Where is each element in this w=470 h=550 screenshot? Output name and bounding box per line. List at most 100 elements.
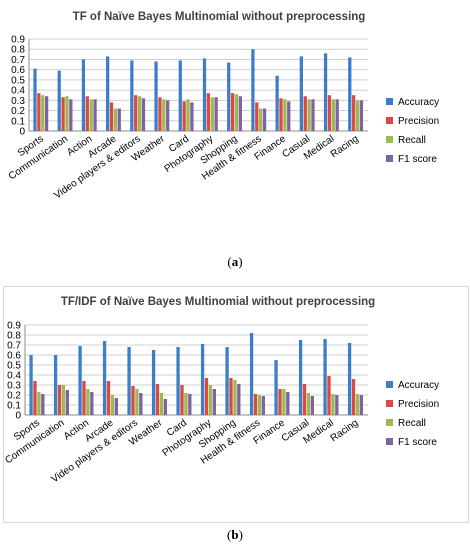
y-tick-label: 0.9: [11, 35, 25, 46]
bar-recall: [113, 108, 118, 131]
caption-a-close: ): [238, 254, 243, 269]
bar-recall: [61, 385, 66, 415]
caption-b: (b): [0, 527, 470, 543]
bar-recall: [159, 393, 164, 415]
y-tick-label: 0.7: [11, 55, 25, 66]
bar-accuracy: [200, 344, 205, 415]
legend-label: Accuracy: [398, 380, 439, 391]
bar-recall: [355, 100, 360, 131]
chart-panel-a: TF of Naïve Bayes Multinomial without pr…: [0, 0, 470, 250]
bar-precision: [327, 376, 331, 415]
bar-f1-score: [238, 96, 242, 131]
bar-accuracy: [81, 59, 86, 131]
bar-accuracy: [274, 360, 278, 415]
legend-swatch: [386, 136, 393, 143]
bar-recall: [162, 99, 166, 131]
bar-precision: [230, 93, 235, 131]
bar-recall: [65, 96, 69, 131]
bar-f1-score: [166, 100, 170, 131]
bar-recall: [306, 393, 311, 415]
bar-recall: [283, 99, 287, 131]
bar-f1-score: [141, 98, 146, 131]
y-tick-label: 0.8: [11, 45, 25, 56]
bar-recall: [282, 389, 286, 415]
bar-accuracy: [227, 62, 231, 132]
bar-f1-score: [359, 395, 363, 415]
bar-precision: [229, 378, 233, 415]
bar-f1-score: [237, 384, 241, 415]
bar-recall: [233, 380, 237, 415]
bar-accuracy: [251, 49, 255, 131]
legend-label: Precision: [398, 116, 439, 127]
bar-f1-score: [310, 396, 314, 415]
bar-accuracy: [347, 343, 352, 415]
bar-accuracy: [348, 57, 352, 131]
bar-precision: [352, 95, 356, 131]
bar-recall: [208, 385, 213, 415]
bar-recall: [37, 392, 41, 415]
legend-label: Recall: [398, 418, 426, 429]
bar-recall: [307, 99, 311, 131]
bar-accuracy: [130, 60, 134, 131]
chart-b: TF/IDF of Naïve Bayes Multinomial withou…: [3, 296, 439, 485]
bar-accuracy: [57, 70, 61, 131]
bar-f1-score: [93, 99, 97, 131]
chart-panel-b: TF/IDF of Naïve Bayes Multinomial withou…: [0, 287, 470, 521]
bar-f1-score: [65, 390, 69, 415]
bar-precision: [180, 385, 184, 415]
chart-title: TF of Naïve Bayes Multinomial without pr…: [73, 11, 366, 23]
bar-accuracy: [33, 68, 37, 131]
bar-accuracy: [151, 350, 156, 415]
caption-a-open: (: [227, 254, 232, 269]
bar-precision: [134, 95, 138, 131]
caption-b-close: ): [238, 527, 243, 542]
bar-accuracy: [53, 355, 58, 415]
bar-recall: [110, 395, 115, 415]
bar-precision: [57, 385, 62, 415]
bar-precision: [85, 96, 89, 131]
x-tick-label: Racing: [329, 133, 361, 160]
bar-precision: [109, 102, 114, 131]
bar-accuracy: [323, 339, 327, 415]
bar-accuracy: [323, 53, 328, 131]
y-tick-label: 0.6: [11, 65, 25, 76]
y-tick-label: 0.3: [7, 381, 21, 392]
bar-f1-score: [311, 99, 315, 131]
bar-precision: [302, 384, 307, 415]
bar-accuracy: [176, 347, 180, 415]
y-tick-label: 0.4: [11, 86, 25, 97]
y-tick-label: 0.6: [7, 351, 21, 362]
bar-recall: [234, 94, 239, 131]
bar-precision: [206, 93, 211, 131]
bar-recall: [41, 95, 45, 131]
legend-label: F1 score: [398, 437, 437, 448]
legend-swatch: [386, 381, 393, 388]
bar-f1-score: [44, 96, 49, 131]
y-tick-label: 0.8: [7, 331, 21, 342]
bar-precision: [37, 93, 41, 131]
y-tick-label: 0.3: [11, 96, 25, 107]
bar-accuracy: [275, 75, 279, 131]
caption-b-open: (: [227, 527, 232, 542]
y-tick-label: 0.1: [11, 116, 25, 127]
caption-a-letter: a: [231, 254, 239, 269]
bar-precision: [182, 101, 186, 131]
bar-f1-score: [212, 389, 216, 415]
chart-title: TF/IDF of Naïve Bayes Multinomial withou…: [61, 296, 375, 308]
bar-f1-score: [262, 108, 267, 131]
bar-f1-score: [214, 97, 218, 131]
bar-recall: [186, 99, 190, 131]
bar-precision: [327, 95, 332, 131]
legend-swatch: [386, 155, 393, 162]
bar-f1-score: [286, 392, 290, 415]
bar-f1-score: [117, 108, 121, 131]
y-tick-label: 0.5: [11, 75, 25, 86]
caption-b-letter: b: [231, 527, 239, 542]
caption-a: (a): [0, 254, 470, 270]
legend-swatch: [386, 419, 393, 426]
bar-f1-score: [69, 99, 73, 131]
bar-accuracy: [249, 333, 254, 415]
bar-accuracy: [127, 347, 131, 415]
y-tick-label: 0.7: [7, 341, 21, 352]
bar-f1-score: [163, 399, 167, 415]
